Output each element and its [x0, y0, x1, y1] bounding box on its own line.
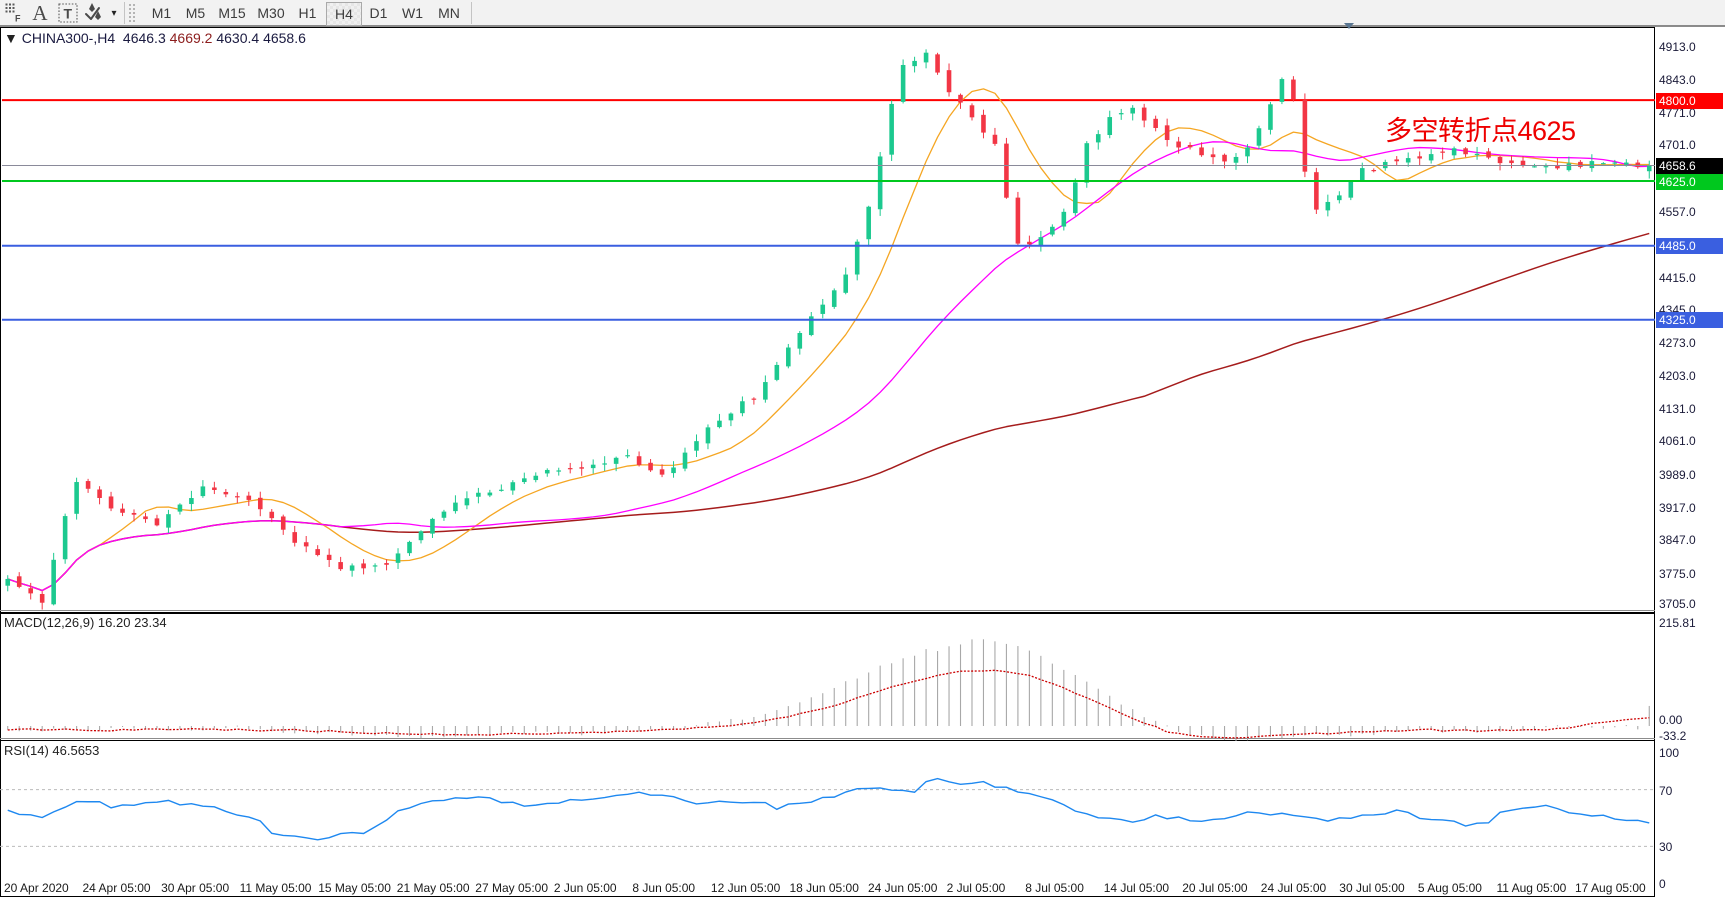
svg-text:F: F [15, 14, 21, 24]
svg-text:T: T [64, 6, 73, 22]
